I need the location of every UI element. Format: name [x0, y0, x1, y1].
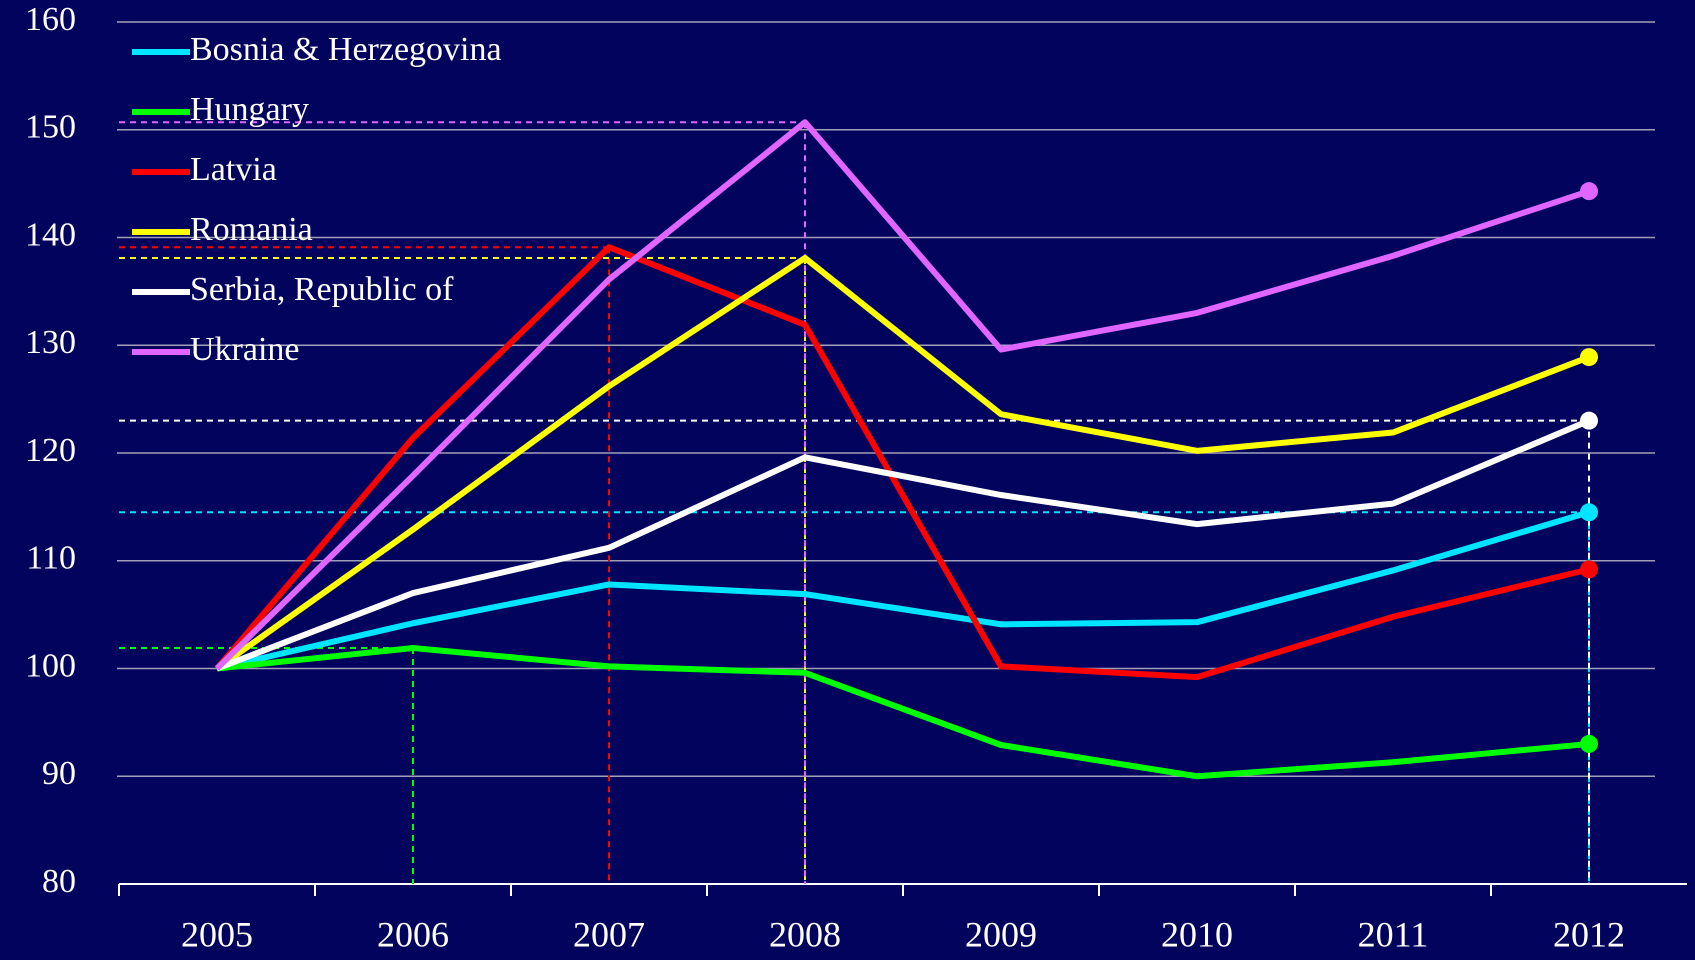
legend-label: Hungary: [190, 91, 309, 128]
series-line: [215, 417, 1591, 672]
end-dot: [1580, 560, 1598, 579]
y-tick-label: 120: [25, 432, 76, 469]
x-tick-label: 2007: [573, 914, 645, 954]
y-tick-label: 140: [25, 216, 76, 253]
end-dot: [1580, 348, 1598, 367]
series-line: [216, 509, 1590, 672]
end-dot: [1580, 503, 1598, 522]
x-tick-label: 2009: [965, 914, 1037, 954]
y-tick-label: 150: [25, 109, 76, 146]
series-line: [216, 645, 1590, 780]
y-tick-label: 90: [42, 755, 76, 792]
end-dot: [1580, 734, 1598, 753]
end-dot: [1580, 182, 1598, 201]
y-tick-label: 110: [26, 540, 76, 577]
x-tick-label: 2010: [1161, 914, 1233, 954]
y-tick-label: 100: [25, 647, 76, 684]
end-dot: [1580, 411, 1598, 430]
x-tick-label: 2006: [377, 914, 449, 954]
legend-label: Latvia: [190, 151, 277, 188]
legend-label: Romania: [190, 211, 313, 248]
series-line: [214, 119, 1590, 671]
series-line: [215, 254, 1591, 671]
y-tick-label: 130: [25, 324, 76, 361]
x-tick-label: 2005: [181, 914, 253, 954]
x-tick-label: 2008: [769, 914, 841, 954]
x-tick-label: 2012: [1553, 914, 1625, 954]
legend-label: Serbia, Republic of: [190, 271, 454, 308]
y-tick-label: 80: [42, 863, 76, 900]
legend-label: Ukraine: [190, 331, 300, 368]
y-tick-label: 160: [25, 1, 76, 38]
legend-label: Bosnia & Herzegovina: [190, 31, 502, 68]
series-line: [214, 244, 1590, 681]
x-tick-label: 2011: [1358, 914, 1429, 954]
